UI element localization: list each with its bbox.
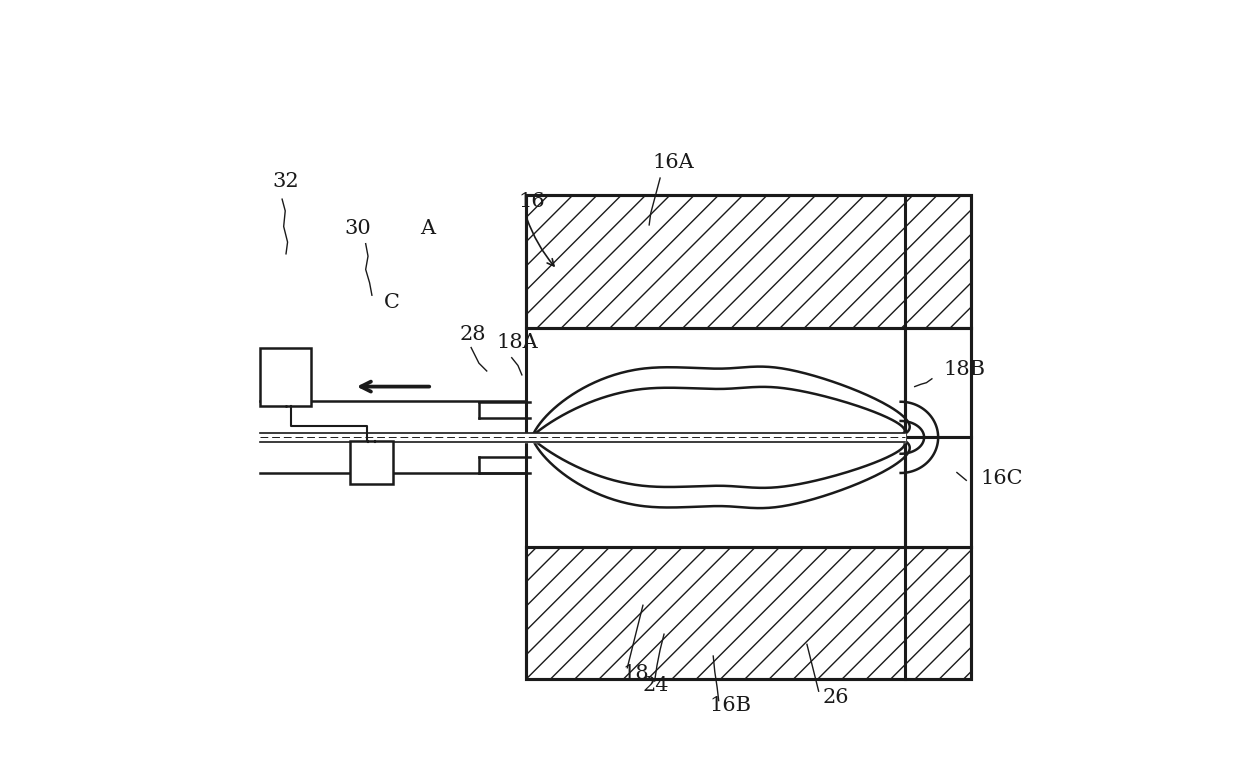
Text: 16: 16 (518, 192, 545, 211)
Bar (260, 348, 311, 406)
Text: 18A: 18A (496, 333, 538, 351)
Text: 16C: 16C (980, 469, 1023, 488)
Text: 30: 30 (344, 219, 372, 238)
Text: 24: 24 (643, 676, 669, 695)
Bar (904, 328, 971, 437)
Text: 26: 26 (823, 688, 849, 707)
Text: A: A (420, 219, 435, 238)
Text: 18: 18 (623, 665, 649, 683)
Text: 18B: 18B (944, 360, 985, 379)
Text: 32: 32 (271, 173, 299, 191)
Bar (351, 441, 393, 484)
Text: 16A: 16A (652, 153, 694, 172)
Bar (525, 195, 971, 328)
Bar (525, 547, 971, 679)
Bar (525, 195, 971, 679)
Text: 16B: 16B (709, 696, 751, 715)
Text: C: C (384, 294, 399, 312)
Bar (904, 437, 971, 547)
Text: 28: 28 (460, 325, 486, 344)
